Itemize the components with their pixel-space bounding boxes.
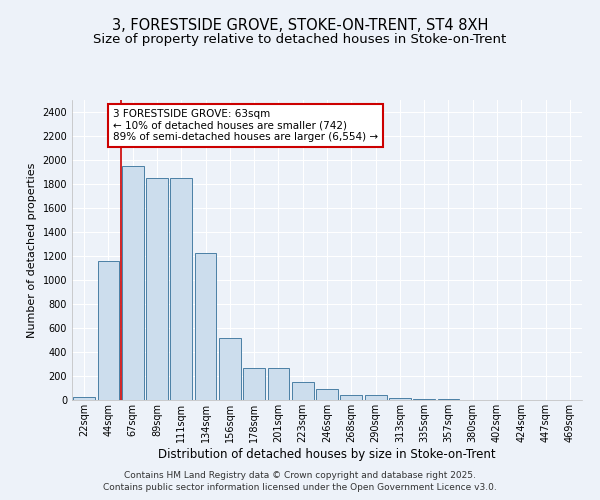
Bar xyxy=(413,399,435,400)
Bar xyxy=(268,368,289,400)
Bar xyxy=(340,394,362,400)
Bar xyxy=(365,395,386,400)
Bar xyxy=(122,166,143,400)
Bar xyxy=(243,368,265,400)
Bar xyxy=(146,178,168,400)
Text: 3 FORESTSIDE GROVE: 63sqm
← 10% of detached houses are smaller (742)
89% of semi: 3 FORESTSIDE GROVE: 63sqm ← 10% of detac… xyxy=(113,109,378,142)
X-axis label: Distribution of detached houses by size in Stoke-on-Trent: Distribution of detached houses by size … xyxy=(158,448,496,460)
Bar xyxy=(219,338,241,400)
Text: Size of property relative to detached houses in Stoke-on-Trent: Size of property relative to detached ho… xyxy=(94,32,506,46)
Bar xyxy=(316,389,338,400)
Bar xyxy=(292,382,314,400)
Text: Contains HM Land Registry data © Crown copyright and database right 2025.
Contai: Contains HM Land Registry data © Crown c… xyxy=(103,471,497,492)
Bar xyxy=(194,253,217,400)
Y-axis label: Number of detached properties: Number of detached properties xyxy=(27,162,37,338)
Bar xyxy=(170,178,192,400)
Text: 3, FORESTSIDE GROVE, STOKE-ON-TRENT, ST4 8XH: 3, FORESTSIDE GROVE, STOKE-ON-TRENT, ST4… xyxy=(112,18,488,32)
Bar xyxy=(73,397,95,400)
Bar xyxy=(389,398,411,400)
Bar xyxy=(97,261,119,400)
